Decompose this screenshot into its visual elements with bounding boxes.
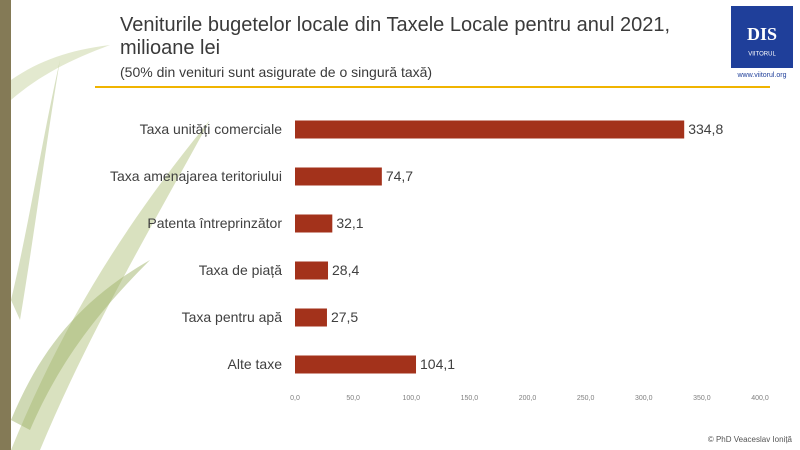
bar [295, 214, 333, 233]
x-tick-label: 400,0 [751, 395, 769, 402]
bar [295, 308, 327, 327]
side-strip [0, 0, 11, 450]
x-tick-label: 0,0 [290, 395, 300, 402]
leaf-decoration [11, 260, 150, 430]
logo-subtext: VIITORUL [748, 52, 776, 58]
x-tick-label: 250,0 [577, 395, 595, 402]
y-tick-label: Taxa amenajarea teritoriului [110, 168, 282, 184]
x-tick-label: 200,0 [519, 395, 537, 402]
value-label: 28,4 [332, 262, 359, 278]
y-tick-label: Patenta întreprinzător [147, 215, 282, 231]
value-label: 334,8 [688, 121, 723, 137]
bar [295, 167, 382, 186]
bar [295, 120, 685, 139]
bar [295, 261, 329, 280]
value-label: 27,5 [331, 309, 358, 325]
leaf-decoration [11, 45, 110, 100]
leaf-decoration [11, 60, 60, 320]
x-tick-label: 300,0 [635, 395, 653, 402]
x-tick-label: 350,0 [693, 395, 711, 402]
value-label: 74,7 [386, 168, 413, 184]
footer: © PhD Veaceslav Ioniță [707, 435, 792, 444]
value-label: 104,1 [420, 356, 455, 372]
logo-url: www.viitorul.org [736, 72, 786, 79]
logo-text: DIS [747, 24, 777, 44]
chart-title: Veniturile bugetelor locale din Taxele L… [120, 14, 671, 59]
y-tick-label: Alte taxe [228, 356, 283, 372]
x-tick-label: 100,0 [402, 395, 420, 402]
logo-box [731, 6, 793, 68]
x-tick-label: 50,0 [346, 395, 360, 402]
y-tick-label: Taxa unități comerciale [140, 121, 283, 137]
chart-subtitle: (50% din venituri sunt asigurate de o si… [120, 64, 433, 80]
y-tick-label: Taxa pentru apă [182, 309, 283, 325]
x-tick-label: 150,0 [461, 395, 479, 402]
value-label: 32,1 [336, 215, 363, 231]
bar [295, 355, 417, 374]
y-tick-label: Taxa de piață [199, 262, 282, 278]
